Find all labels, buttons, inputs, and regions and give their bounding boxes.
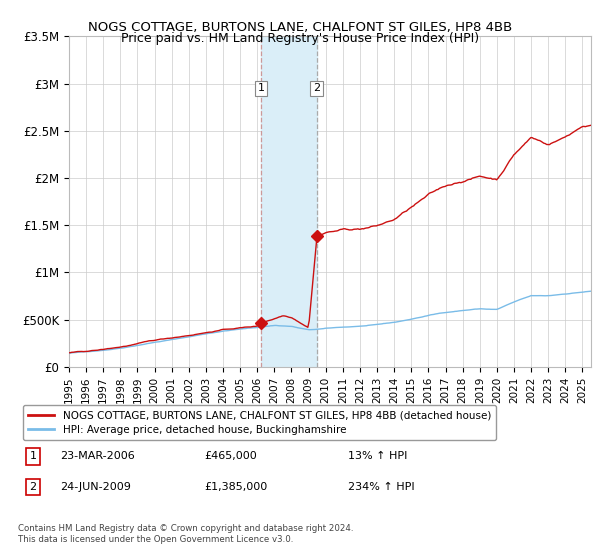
- Text: Price paid vs. HM Land Registry's House Price Index (HPI): Price paid vs. HM Land Registry's House …: [121, 32, 479, 45]
- Text: 1: 1: [257, 83, 265, 94]
- Legend: NOGS COTTAGE, BURTONS LANE, CHALFONT ST GILES, HP8 4BB (detached house), HPI: Av: NOGS COTTAGE, BURTONS LANE, CHALFONT ST …: [23, 405, 496, 440]
- Text: £465,000: £465,000: [204, 451, 257, 461]
- Text: 24-JUN-2009: 24-JUN-2009: [60, 482, 131, 492]
- Text: 234% ↑ HPI: 234% ↑ HPI: [348, 482, 415, 492]
- Text: 23-MAR-2006: 23-MAR-2006: [60, 451, 135, 461]
- Text: £1,385,000: £1,385,000: [204, 482, 267, 492]
- Bar: [261, 36, 317, 367]
- Text: Contains HM Land Registry data © Crown copyright and database right 2024.: Contains HM Land Registry data © Crown c…: [18, 524, 353, 533]
- Text: 2: 2: [313, 83, 320, 94]
- Text: This data is licensed under the Open Government Licence v3.0.: This data is licensed under the Open Gov…: [18, 535, 293, 544]
- Text: 1: 1: [29, 451, 37, 461]
- Text: 13% ↑ HPI: 13% ↑ HPI: [348, 451, 407, 461]
- Text: 2: 2: [29, 482, 37, 492]
- Text: NOGS COTTAGE, BURTONS LANE, CHALFONT ST GILES, HP8 4BB: NOGS COTTAGE, BURTONS LANE, CHALFONT ST …: [88, 21, 512, 34]
